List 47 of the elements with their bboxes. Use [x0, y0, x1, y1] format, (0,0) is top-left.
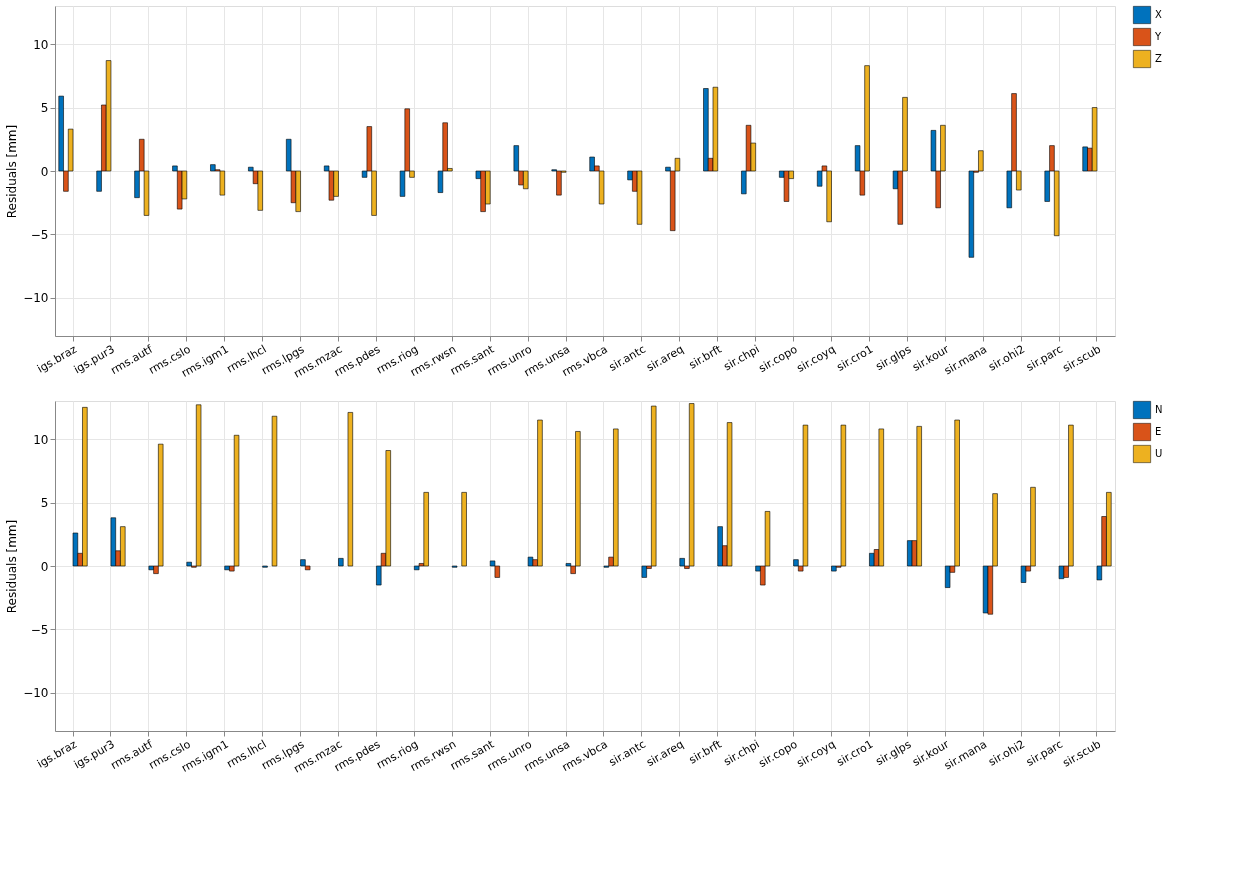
bar: [110, 517, 116, 567]
bar: [636, 170, 643, 225]
bar: [1091, 107, 1098, 172]
bar: [712, 86, 719, 172]
bar: [195, 404, 202, 567]
bar: [385, 450, 391, 567]
bar: [968, 170, 975, 258]
bar: [944, 565, 951, 588]
y-tick-label: 0: [40, 559, 49, 574]
legend-label: N: [1155, 404, 1163, 415]
legend-label: X: [1155, 9, 1162, 20]
bar: [257, 170, 263, 211]
bar: [1020, 565, 1027, 583]
bar: [105, 60, 112, 172]
bar: [878, 428, 884, 567]
bar: [717, 526, 723, 567]
bar: [840, 424, 847, 567]
bar: [726, 422, 733, 567]
bar: [1058, 565, 1065, 579]
legend-label: E: [1155, 426, 1162, 437]
bar: [414, 565, 420, 571]
y-tick-label: 5: [40, 101, 49, 116]
bar: [688, 403, 695, 567]
legend-label: Y: [1154, 31, 1162, 42]
bar: [1082, 146, 1088, 172]
bar: [271, 415, 278, 567]
legend-label: U: [1155, 448, 1163, 459]
y-tick-label: 10: [33, 37, 49, 52]
y-tick-label: −5: [30, 622, 49, 637]
legend-label: Z: [1155, 53, 1162, 64]
bar: [72, 532, 79, 567]
bar: [869, 553, 875, 567]
bar: [783, 170, 790, 202]
y-tick-label: −5: [30, 227, 49, 242]
y-tick-label: −10: [23, 291, 49, 306]
y-tick-label: 5: [40, 496, 49, 511]
bar: [338, 558, 344, 567]
y-axis-title: Residuals [mm]: [5, 124, 20, 219]
y-tick-label: 10: [33, 432, 49, 447]
y-tick-label: −10: [23, 686, 49, 701]
bar: [347, 412, 354, 567]
bar: [461, 492, 467, 567]
bar: [219, 170, 226, 196]
bar: [703, 88, 709, 172]
y-axis-title: Residuals [mm]: [5, 519, 20, 614]
bar: [527, 556, 534, 567]
y-tick-label: 0: [40, 164, 49, 179]
